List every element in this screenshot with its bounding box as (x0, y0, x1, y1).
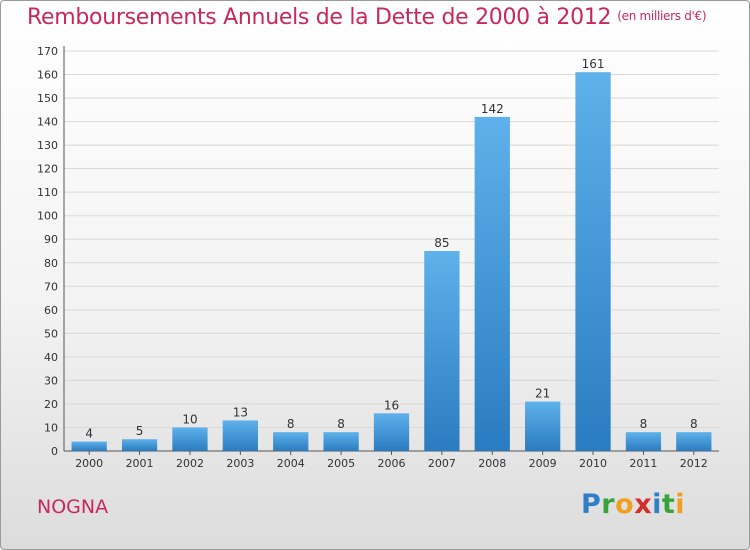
y-tick-label: 20 (44, 398, 58, 411)
logo-letter: i (652, 489, 662, 520)
y-tick-label: 30 (44, 374, 58, 387)
x-tick-label: 2004 (277, 457, 305, 470)
chart-unit: (en milliers d'€) (617, 9, 707, 23)
data-label: 85 (434, 236, 449, 250)
data-label: 142 (481, 102, 504, 116)
proxiti-logo: Proxiti (581, 489, 685, 520)
data-label: 8 (337, 417, 345, 431)
logo-letter: o (615, 489, 635, 520)
y-tick-label: 40 (44, 351, 58, 364)
data-label: 5 (136, 424, 144, 438)
x-tick-label: 2009 (529, 457, 557, 470)
logo-letter: r (601, 489, 616, 520)
data-label: 16 (384, 398, 399, 412)
bar (575, 72, 611, 452)
bar (525, 401, 561, 451)
data-label: 161 (582, 57, 605, 71)
data-label: 8 (690, 417, 698, 431)
x-tick-label: 2011 (629, 457, 657, 470)
x-tick-label: 2001 (126, 457, 154, 470)
x-tick-label: 2012 (680, 457, 708, 470)
bar (373, 413, 410, 451)
bar (172, 427, 208, 451)
bar (424, 251, 460, 451)
bar (676, 432, 712, 451)
bar (474, 116, 510, 451)
bar (323, 432, 359, 451)
data-label: 13 (233, 405, 248, 419)
y-tick-label: 50 (44, 327, 58, 340)
x-tick-label: 2000 (75, 457, 103, 470)
data-label: 21 (535, 387, 550, 401)
logo-letter: P (581, 489, 602, 520)
x-tick-label: 2006 (378, 457, 406, 470)
bar (121, 439, 158, 451)
y-tick-label: 120 (37, 163, 58, 176)
data-label: 8 (640, 417, 648, 431)
logo-letter: x (634, 489, 653, 520)
y-tick-label: 80 (44, 257, 58, 270)
x-tick-label: 2007 (428, 457, 456, 470)
x-tick-label: 2002 (176, 457, 204, 470)
x-tick-label: 2003 (226, 457, 254, 470)
y-tick-label: 110 (37, 186, 58, 199)
x-tick-label: 2008 (478, 457, 506, 470)
y-tick-label: 0 (51, 445, 58, 458)
chart-title: Remboursements Annuels de la Dette de 20… (27, 5, 707, 30)
logo-letter: t (661, 489, 676, 520)
bar (71, 441, 107, 451)
y-tick-label: 60 (44, 304, 58, 317)
logo-letter: i (675, 489, 686, 520)
y-tick-label: 160 (37, 69, 58, 82)
bar-chart: 0 10 20 30 40 50 60 70 80 90 100 110 120 130 140 150 160… (37, 45, 719, 470)
data-label: 8 (287, 417, 295, 431)
y-tick-label: 130 (37, 139, 58, 152)
y-tick-label: 70 (44, 280, 58, 293)
data-label: 10 (182, 412, 197, 426)
chart-title-text: Remboursements Annuels de la Dette de 20… (27, 5, 612, 30)
bar (222, 420, 258, 451)
y-tick-label: 150 (37, 92, 58, 105)
x-tick-label: 2005 (327, 457, 355, 470)
data-label: 4 (85, 427, 93, 441)
y-tick-label: 100 (37, 210, 58, 223)
y-tick-label: 140 (37, 116, 58, 129)
commune-name: NOGNA (37, 496, 109, 518)
y-tick-label: 10 (44, 421, 58, 434)
x-tick-label: 2010 (579, 457, 607, 470)
bar (625, 432, 662, 451)
y-tick-label: 90 (44, 233, 58, 246)
y-tick-label: 170 (37, 45, 58, 58)
bar (273, 432, 309, 451)
